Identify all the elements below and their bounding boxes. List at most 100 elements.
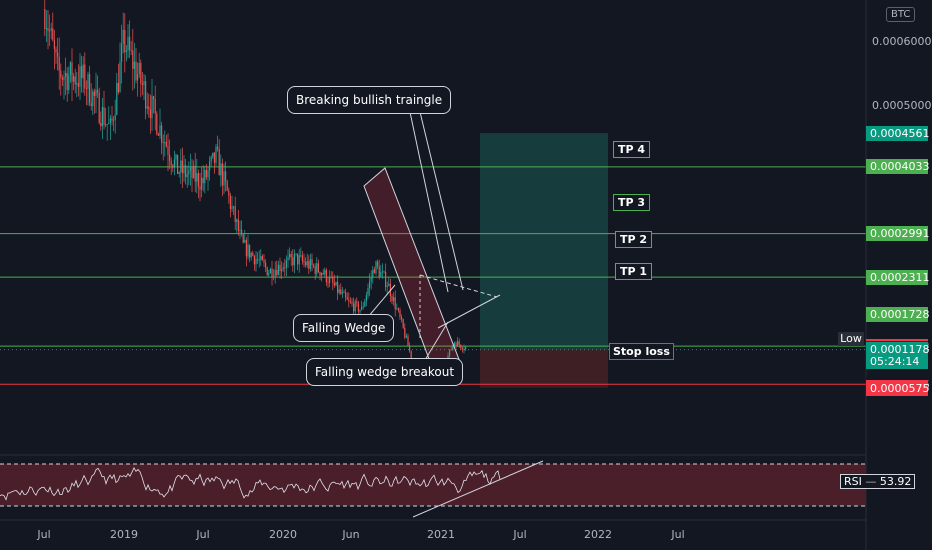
callout-pointer-breakout (424, 321, 449, 361)
candle-body (461, 347, 463, 350)
candle-body (354, 301, 356, 312)
candle-body (455, 343, 457, 347)
candle-body (44, 9, 46, 29)
candle-body (353, 303, 355, 312)
quote-unit-badge[interactable]: BTC (886, 7, 916, 22)
candle-body (401, 317, 403, 320)
candle-body (298, 255, 300, 265)
candle-body (209, 161, 211, 171)
candle-body (130, 50, 132, 52)
candle-body (84, 64, 86, 89)
x-tick-label: 2021 (427, 528, 455, 541)
candle-body (335, 281, 337, 286)
candle-body (341, 292, 343, 294)
candle-body (359, 309, 361, 312)
candle-body (89, 74, 91, 104)
candle-body (460, 344, 462, 348)
candle-body (143, 81, 145, 85)
candle-body (100, 122, 102, 127)
candle-body (370, 277, 372, 281)
candle-body (295, 253, 297, 255)
candle-body (148, 106, 150, 110)
candle-body (193, 165, 195, 178)
candle-body (129, 36, 131, 51)
candle-body (314, 266, 316, 274)
candle-body (204, 169, 206, 184)
candle-body (381, 271, 383, 273)
candle-body (124, 29, 126, 53)
price-label: 0.0002991 (866, 226, 930, 242)
candle-body (90, 103, 92, 107)
candle-body (465, 346, 467, 350)
candles-layer (44, 0, 467, 382)
candle-body (372, 269, 374, 278)
candle-body (409, 345, 411, 351)
candle-body (121, 43, 123, 62)
candle-body (330, 277, 332, 278)
price-label: 0.0001178 (866, 342, 930, 358)
candle-body (53, 40, 55, 50)
candle-body (85, 88, 87, 90)
candle-body (453, 343, 455, 346)
candle-body (162, 142, 164, 144)
candle-body (151, 96, 153, 119)
candle-body (66, 72, 68, 91)
candle-body (258, 259, 260, 261)
candle-body (292, 257, 294, 266)
candle-body (196, 173, 198, 182)
candle-body (402, 319, 404, 328)
candle-body (249, 244, 251, 258)
candle-body (226, 181, 228, 191)
candle-body (378, 266, 380, 277)
candle-body (68, 75, 70, 91)
price-label: 05:24:14 (866, 354, 928, 370)
callout-pointer-triangle-2 (419, 111, 464, 291)
candle-body (159, 125, 161, 136)
rsi-label: RSI (844, 475, 862, 488)
candle-body (343, 292, 345, 294)
candle-body (45, 28, 47, 29)
candle-body (383, 271, 385, 273)
candle-body (316, 263, 318, 274)
candle-body (281, 269, 283, 272)
candle-body (149, 109, 151, 119)
candle-body (241, 229, 243, 235)
candle-body (313, 265, 315, 267)
tp1-label: TP 1 (615, 263, 653, 280)
candle-body (405, 336, 407, 338)
candle-body (300, 255, 302, 257)
candle-body (321, 273, 323, 276)
candle-body (322, 273, 324, 275)
candle-body (293, 254, 295, 266)
candle-body (261, 256, 263, 261)
candle-body (284, 267, 286, 269)
candle-body (356, 301, 358, 303)
candle-body (137, 74, 139, 81)
candle-body (457, 341, 459, 347)
candle-body (377, 261, 379, 267)
candle-body (49, 30, 51, 32)
candle-body (119, 61, 121, 92)
candle-body (95, 89, 97, 96)
candle-body (58, 56, 60, 71)
candle-body (231, 206, 233, 210)
candle-body (391, 296, 393, 301)
candle-body (285, 260, 287, 268)
x-tick-label: Jul (512, 528, 526, 541)
candle-body (396, 308, 398, 310)
candle-body (276, 269, 278, 276)
candle-body (141, 83, 143, 85)
candle-body (197, 173, 199, 187)
candle-body (274, 269, 276, 277)
candle-body (297, 253, 299, 265)
candle-body (154, 99, 156, 114)
x-tick-label: Jul (36, 528, 50, 541)
candle-body (210, 156, 212, 162)
candle-body (263, 260, 265, 263)
candle-body (199, 186, 201, 190)
candle-body (386, 286, 388, 288)
candle-body (81, 66, 83, 79)
annotation-falling-wedge: Falling Wedge (293, 314, 395, 342)
candle-body (393, 297, 395, 301)
